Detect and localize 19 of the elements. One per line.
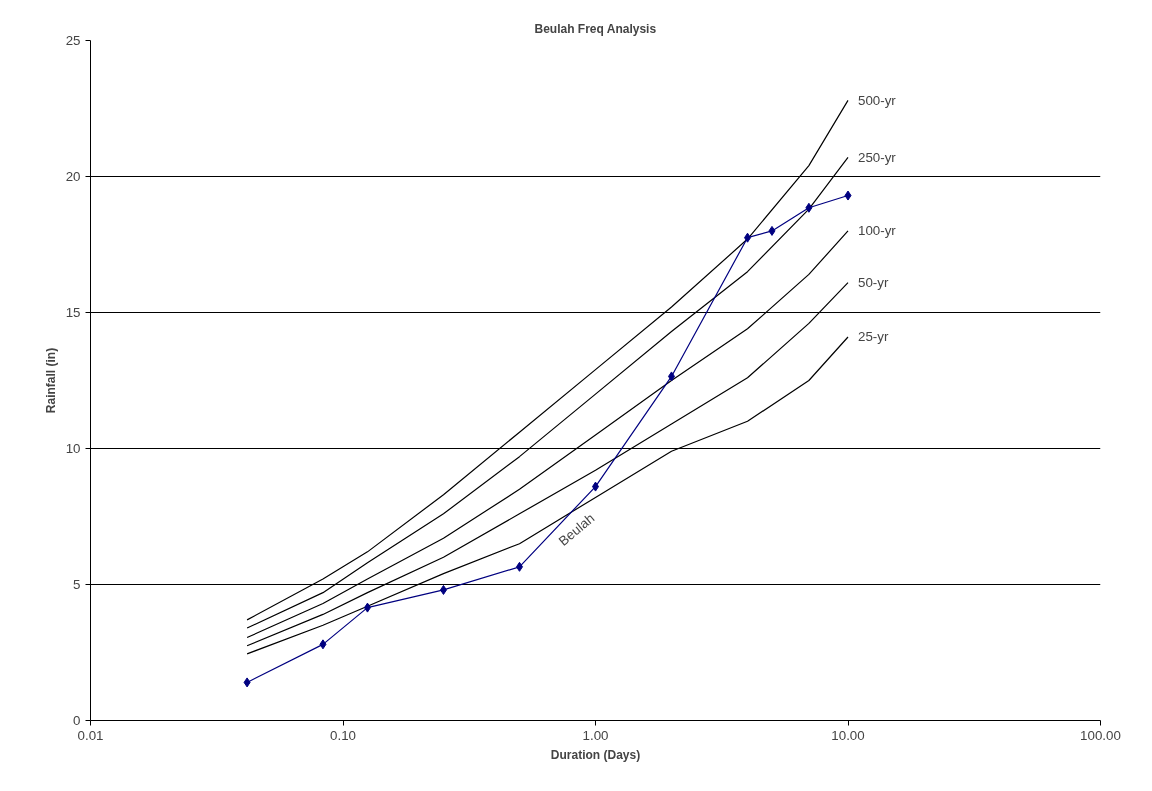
x-tick-label: 0.10 — [330, 727, 356, 743]
y-tick-label: 0 — [73, 713, 81, 728]
y-tick-label: 15 — [65, 305, 81, 320]
x-tick-label: 10.00 — [831, 727, 865, 743]
y-tick-label: 10 — [65, 441, 81, 456]
x-tick-label: 100.00 — [1080, 727, 1121, 743]
series-label: 25-yr — [858, 329, 889, 345]
y-tick-label: 25 — [65, 33, 81, 48]
x-axis-title: Duration (Days) — [550, 747, 641, 762]
chart-title: Beulah Freq Analysis — [534, 21, 657, 36]
x-tick-label: 0.01 — [77, 727, 104, 743]
series-label: 500-yr — [858, 92, 897, 108]
y-axis-title: Rainfall (in) — [43, 347, 58, 414]
y-tick-label: 20 — [65, 169, 81, 184]
y-tick-label: 5 — [73, 577, 81, 592]
series-label: 250-yr — [858, 149, 897, 165]
x-tick-label: 1.00 — [582, 727, 609, 743]
series-label: 50-yr — [858, 275, 889, 291]
series-label: 100-yr — [858, 223, 897, 239]
